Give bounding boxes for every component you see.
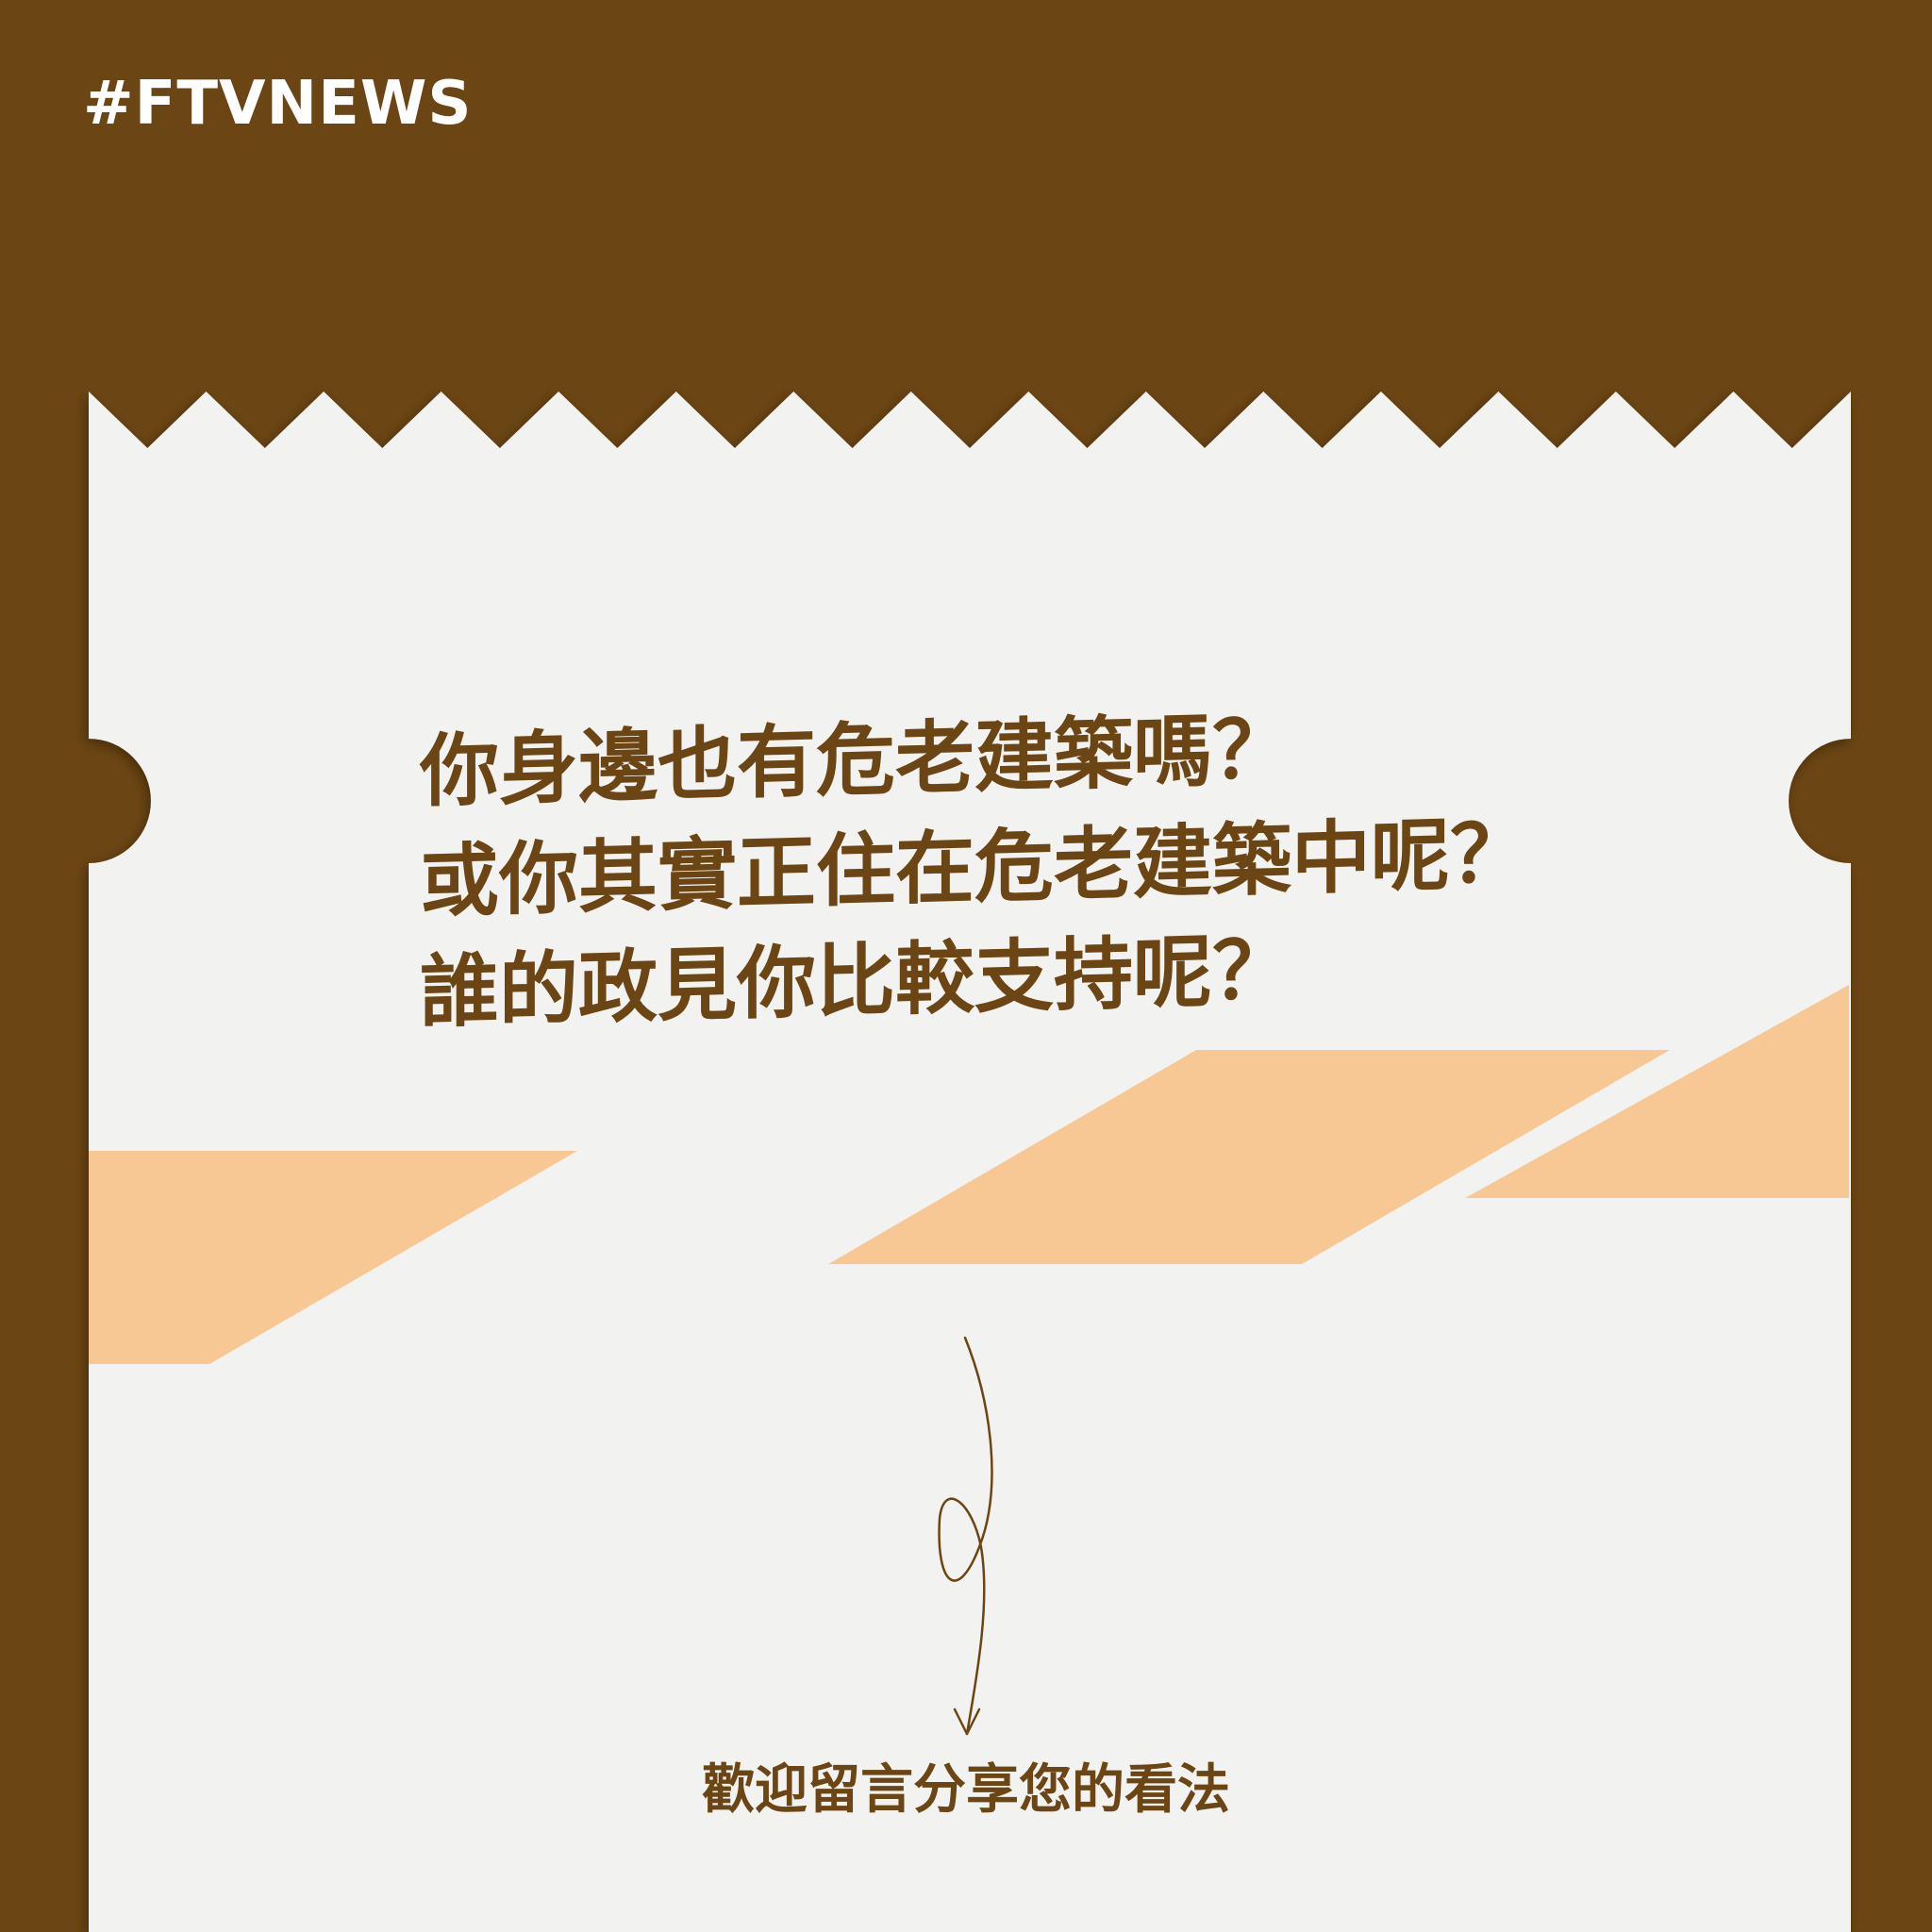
comment-invite-text: 歡迎留言分享您的看法 [702, 1759, 1230, 1821]
question-block: 你身邊也有危老建築嗎？ 或你其實正住在危老建築中呢？ 誰的政見你比較支持呢？ [420, 685, 1646, 1048]
accent-stripe-middle [828, 1050, 1670, 1264]
brand-hashtag: #FTVNEWS [83, 69, 473, 139]
accent-stripe-right [1465, 985, 1849, 1198]
hand-drawn-arrow-down-icon [938, 1336, 993, 1736]
ticket-shape [89, 391, 1851, 1932]
accent-stripe-left [89, 1151, 577, 1364]
